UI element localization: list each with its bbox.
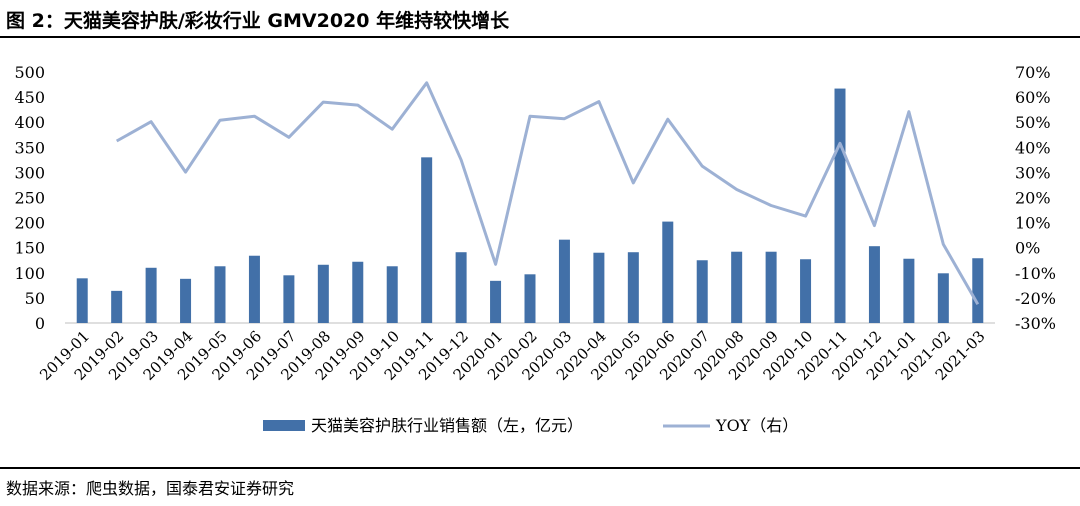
bar <box>248 255 260 323</box>
y-right-tick-label: 60% <box>1015 88 1051 107</box>
y-left-tick-label: 250 <box>14 189 45 208</box>
y-right-tick-label: -20% <box>1015 289 1056 308</box>
legend-line-label: YOY（右） <box>715 416 798 435</box>
bar <box>731 251 743 323</box>
y-left-tick-label: 200 <box>14 214 45 233</box>
y-right-tick-label: 0% <box>1015 239 1040 258</box>
yoy-line <box>115 81 980 305</box>
source-divider <box>0 467 1080 469</box>
y-right-tick-label: -30% <box>1015 314 1056 333</box>
y-left-tick-label: 400 <box>14 113 45 132</box>
bar <box>662 221 674 323</box>
bar <box>455 252 467 323</box>
bar <box>696 260 708 323</box>
y-right-tick-label: 50% <box>1015 113 1051 132</box>
bar <box>834 88 846 323</box>
bar <box>76 278 88 323</box>
bar <box>352 261 364 323</box>
bar <box>421 157 433 323</box>
bar <box>903 258 915 323</box>
bar <box>765 251 777 323</box>
y-left-tick-label: 450 <box>14 88 45 107</box>
y-right-tick-label: 30% <box>1015 163 1051 182</box>
y-right-tick-label: 10% <box>1015 214 1051 233</box>
y-right-tick-label: -10% <box>1015 264 1056 283</box>
legend-bar-label: 天猫美容护肤行业销售额（左，亿元） <box>311 416 583 435</box>
bar-line-chart: 0 50 100 150 200 250 300 350 400 450 500 -30% -20% -1… <box>14 63 1056 435</box>
bar <box>800 259 812 323</box>
y-left-tick-label: 300 <box>14 163 45 182</box>
bar <box>627 252 639 323</box>
bar <box>524 274 536 323</box>
y-right-tick-label: 20% <box>1015 189 1051 208</box>
bar <box>386 266 398 323</box>
y-left-tick-label: 150 <box>14 239 45 258</box>
bar <box>593 252 605 323</box>
y-right-tick-label: 70% <box>1015 63 1051 82</box>
y-left-tick-label: 50 <box>25 289 45 308</box>
bar <box>490 280 502 323</box>
bar <box>317 264 329 323</box>
bar <box>111 290 123 323</box>
data-source-note: 数据来源：爬虫数据，国泰君安证券研究 <box>6 479 295 498</box>
bar <box>180 278 192 323</box>
figure-title: 图 2：天猫美容护肤/彩妆行业 GMV2020 年维持较快增长 <box>6 10 510 32</box>
legend-bar-swatch <box>263 420 305 431</box>
y-right-tick-label: 40% <box>1015 138 1051 157</box>
bar <box>937 273 949 323</box>
bar <box>283 275 295 323</box>
bar <box>145 267 157 323</box>
bar <box>558 239 570 323</box>
y-left-tick-label: 100 <box>14 264 45 283</box>
bar <box>868 246 880 323</box>
y-left-tick-label: 0 <box>35 314 45 333</box>
bar <box>214 266 226 323</box>
title-divider <box>0 36 1080 38</box>
bar <box>972 258 984 323</box>
y-left-tick-label: 350 <box>14 138 45 157</box>
y-left-tick-label: 500 <box>14 63 45 82</box>
